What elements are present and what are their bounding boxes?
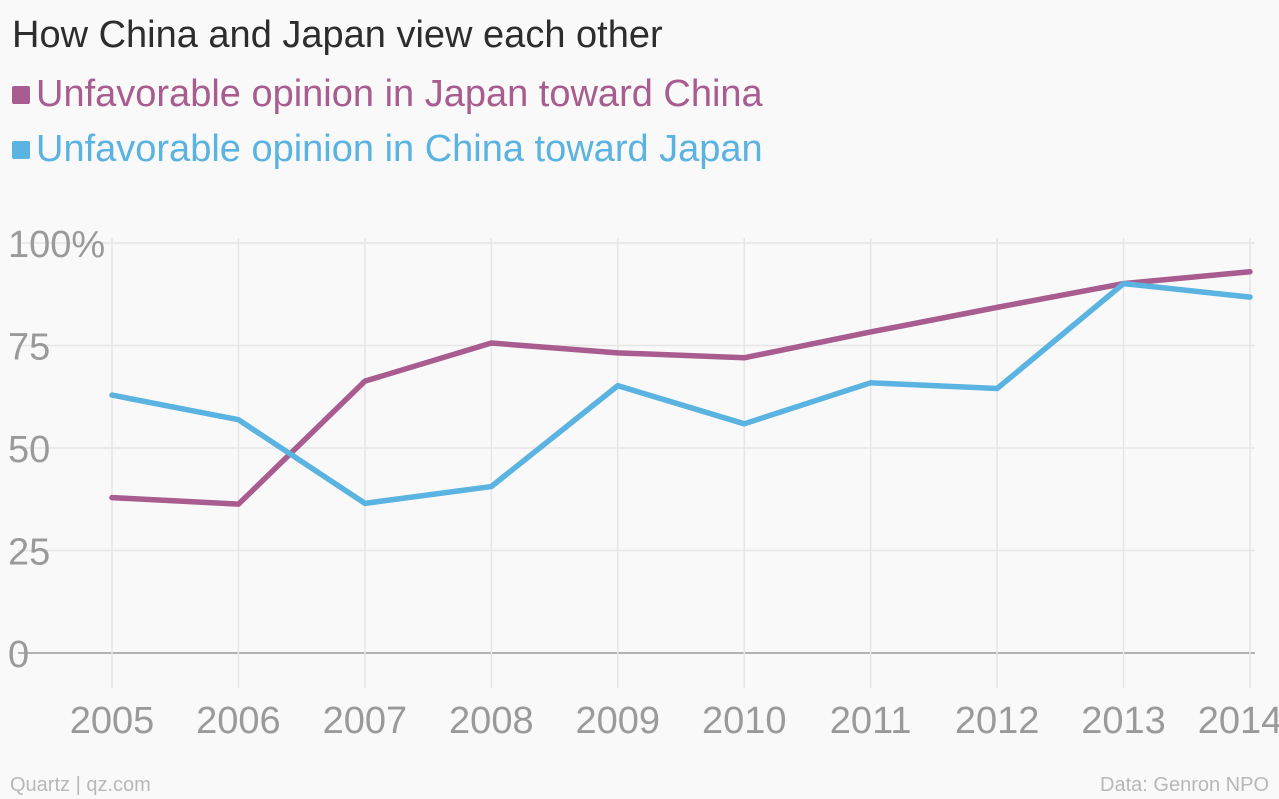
data-point bbox=[362, 378, 368, 384]
x-tick-label: 2008 bbox=[449, 700, 534, 742]
legend-item-china-toward-japan: Unfavorable opinion in China toward Japa… bbox=[12, 122, 763, 177]
legend-swatch-japan-toward-china bbox=[12, 85, 30, 104]
data-point bbox=[615, 350, 621, 356]
data-point bbox=[235, 501, 241, 507]
data-point bbox=[741, 421, 747, 427]
grid bbox=[18, 238, 1255, 688]
data-point bbox=[868, 329, 874, 335]
x-tick-label: 2014 bbox=[1198, 700, 1279, 742]
x-tick-label: 2009 bbox=[576, 700, 661, 742]
data-point bbox=[994, 386, 1000, 392]
x-tick-label: 2013 bbox=[1081, 700, 1166, 742]
legend-item-japan-toward-china: Unfavorable opinion in Japan toward Chin… bbox=[12, 67, 763, 122]
data-point bbox=[1247, 269, 1253, 275]
series-lines bbox=[109, 268, 1253, 507]
x-tick-label: 2006 bbox=[196, 700, 281, 742]
axes: 100% 75 50 25 0 2005 2006 2007 2008 2009 2010 2011 2… bbox=[8, 224, 1279, 742]
y-tick-label: 25 bbox=[8, 532, 50, 574]
legend-label-china-toward-japan: Unfavorable opinion in China toward Japa… bbox=[36, 128, 763, 170]
legend-label-japan-toward-china: Unfavorable opinion in Japan toward Chin… bbox=[36, 73, 763, 115]
data-point bbox=[488, 484, 494, 490]
data-point bbox=[1247, 294, 1253, 300]
x-tick-label: 2011 bbox=[830, 700, 912, 742]
y-tick-label: 75 bbox=[8, 327, 50, 369]
chart-title: How China and Japan view each other bbox=[12, 14, 663, 56]
data-point bbox=[868, 380, 874, 386]
data-point bbox=[362, 500, 368, 506]
x-tick-label: 2010 bbox=[702, 700, 787, 742]
data-point bbox=[235, 417, 241, 423]
legend: Unfavorable opinion in Japan toward Chin… bbox=[12, 67, 763, 177]
data-point bbox=[741, 355, 747, 361]
data-point bbox=[109, 495, 115, 501]
data-point bbox=[488, 340, 494, 346]
data-point bbox=[109, 392, 115, 398]
data-point bbox=[994, 304, 1000, 310]
data-point bbox=[1121, 281, 1127, 287]
data-point bbox=[615, 383, 621, 389]
y-tick-label: 50 bbox=[8, 429, 50, 471]
series-line-0 bbox=[109, 268, 1253, 507]
footer-source-left: Quartz | qz.com bbox=[10, 774, 151, 796]
footer-source-right: Data: Genron NPO bbox=[1100, 774, 1269, 796]
x-tick-label: 2007 bbox=[323, 700, 408, 742]
x-tick-label: 2005 bbox=[70, 700, 155, 742]
series-line-1 bbox=[109, 280, 1253, 507]
x-tick-label: 2012 bbox=[955, 700, 1040, 742]
y-tick-label: 100% bbox=[8, 224, 105, 266]
legend-swatch-china-toward-japan bbox=[12, 140, 30, 159]
y-tick-label: 0 bbox=[8, 634, 29, 676]
